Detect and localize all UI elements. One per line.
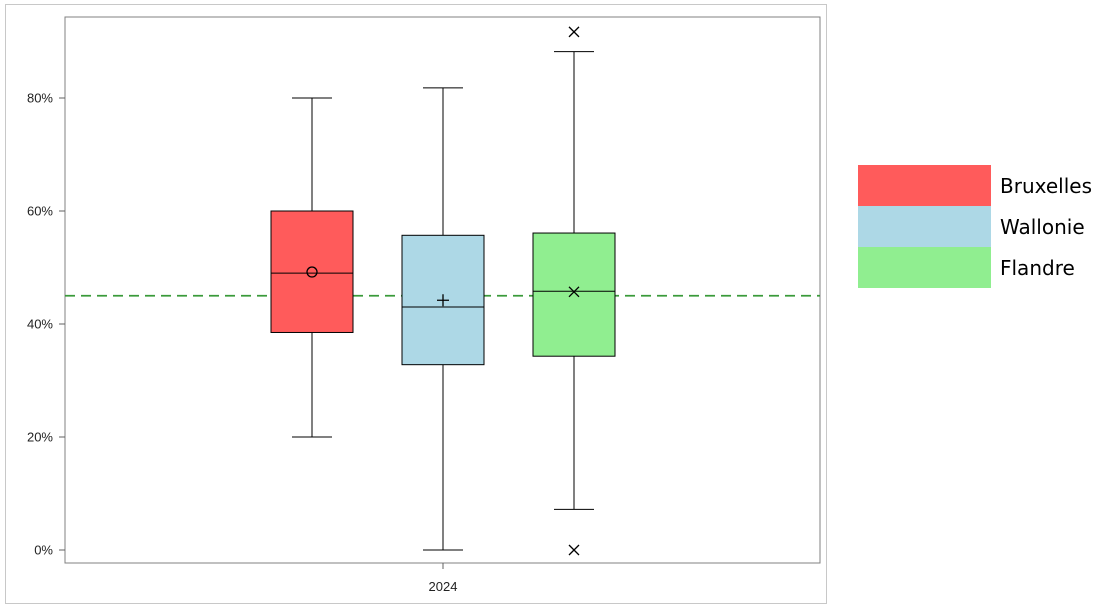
- outlier-flandre: [568, 544, 580, 556]
- y-tick-label: 20%: [27, 430, 53, 445]
- legend-item-wallonie: Wallonie: [858, 206, 1092, 247]
- boxplot-chart: 0% 20% 40% 60% 80% 2024: [27, 16, 821, 594]
- y-tick-label: 40%: [27, 317, 53, 332]
- y-tick-label: 60%: [27, 204, 53, 219]
- legend-swatch-wallonie: [858, 206, 991, 247]
- legend-label-bruxelles: Bruxelles: [1000, 173, 1092, 198]
- mean-marker-flandre: [568, 286, 580, 298]
- outlier-flandre: [568, 26, 580, 38]
- legend-swatch-flandre: [858, 247, 991, 288]
- mean-marker-wallonie: [437, 294, 449, 307]
- legend: Bruxelles Wallonie Flandre: [858, 165, 1092, 288]
- x-tick-label: 2024: [429, 579, 458, 594]
- legend-label-wallonie: Wallonie: [1000, 214, 1085, 239]
- legend-item-bruxelles: Bruxelles: [858, 165, 1092, 206]
- legend-swatch-bruxelles: [858, 165, 991, 206]
- y-tick-label: 0%: [34, 543, 53, 558]
- y-tick-label: 80%: [27, 91, 53, 106]
- legend-label-flandre: Flandre: [1000, 255, 1075, 280]
- box-flandre: [532, 232, 616, 357]
- chart-frame: 0% 20% 40% 60% 80% 2024: [5, 4, 827, 604]
- mean-marker-bruxelles: [306, 266, 318, 278]
- legend-item-flandre: Flandre: [858, 247, 1092, 288]
- box-bruxelles: [270, 210, 354, 333]
